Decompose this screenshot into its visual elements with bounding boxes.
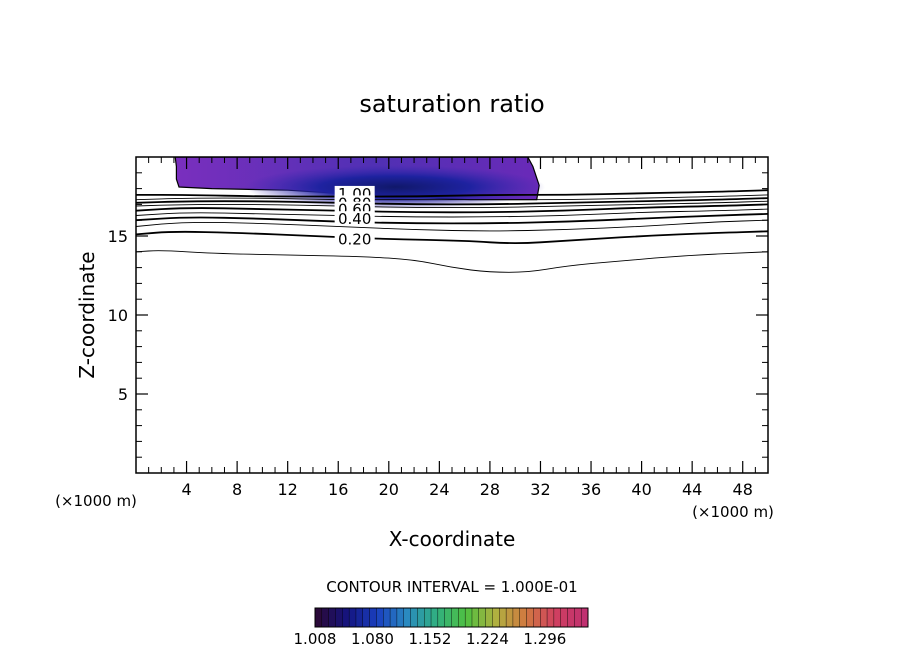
contour-line-0.7: [136, 200, 768, 209]
colorbar-cell: [478, 607, 487, 628]
contour-interval-label: CONTOUR INTERVAL = 1.000E-01: [326, 578, 577, 596]
y-axis-label: Z-coordinate: [75, 251, 99, 378]
colorbar-cell: [396, 607, 405, 628]
colorbar-cell: [574, 607, 582, 628]
colorbar-frame: [314, 607, 589, 628]
x-unit-left: (×1000 m): [55, 492, 137, 510]
colorbar-cell: [451, 607, 459, 628]
contour-label-bg: [334, 211, 375, 226]
y-tick-label: 10: [108, 306, 128, 325]
colorbar-cell: [362, 607, 371, 628]
colorbar-cell: [560, 607, 569, 628]
colorbar-cell: [417, 607, 425, 628]
y-tick-label: 15: [108, 227, 128, 246]
chart-title: saturation ratio: [359, 90, 544, 118]
supersaturation-core: [245, 165, 546, 210]
colorbar-cell: [342, 607, 350, 628]
plot-area: 1.000.800.600.400.20 4812162024283236404…: [108, 156, 769, 499]
colorbar-cell: [383, 607, 391, 628]
contour-line-0.9: [136, 194, 768, 201]
colorbar-label: 1.224: [466, 630, 509, 648]
contour-line-0.8: [136, 197, 768, 206]
colorbar-cell: [389, 607, 398, 628]
x-tick-label: 16: [328, 480, 348, 499]
x-tick-label: 44: [682, 480, 702, 499]
x-tick-label: 36: [581, 480, 601, 499]
x-tick-label: 20: [379, 480, 399, 499]
contour-line-0.1: [136, 250, 768, 273]
colorbar-labels: 1.008 1.080 1.152 1.224 1.296: [294, 630, 567, 648]
contour-line-0.6: [136, 203, 768, 214]
colorbar-cell: [348, 607, 357, 628]
colorbar-cell: [458, 607, 466, 628]
x-tick-label: 24: [429, 480, 449, 499]
x-tick-label: 32: [530, 480, 550, 499]
contour-labels: 1.000.800.600.400.20: [334, 185, 375, 249]
contour-line-1: [136, 189, 768, 198]
colorbar-cell: [314, 607, 323, 628]
colorbar-cell: [464, 607, 473, 628]
colorbar-cell: [369, 607, 377, 628]
colorbar-cells: [314, 607, 589, 628]
minor-ticks: [136, 157, 768, 473]
x-tick-label: 28: [480, 480, 500, 499]
colorbar-cell: [376, 607, 384, 628]
colorbar-cell: [430, 607, 439, 628]
contour-label: 0.20: [338, 231, 371, 249]
colorbar-cell: [492, 607, 500, 628]
colorbar-cell: [410, 607, 418, 628]
colorbar-cell: [546, 607, 555, 628]
colorbar: 1.008 1.080 1.152 1.224 1.296: [294, 607, 589, 648]
colorbar-cell: [335, 607, 343, 628]
colorbar-label: 1.152: [408, 630, 451, 648]
colorbar-label: 1.296: [523, 630, 566, 648]
colorbar-cell: [471, 607, 480, 628]
y-axis-ticks: 5 10 15: [108, 227, 768, 404]
colorbar-label: 1.080: [351, 630, 394, 648]
filled-region: [174, 157, 546, 210]
x-tick-label: 40: [631, 480, 651, 499]
colorbar-cell: [519, 607, 528, 628]
colorbar-cell: [512, 607, 521, 628]
x-unit-right: (×1000 m): [692, 503, 774, 521]
colorbar-cell: [526, 607, 534, 628]
x-tick-label: 4: [181, 480, 191, 499]
contour-label-bg: [334, 231, 375, 246]
x-tick-label: 48: [733, 480, 753, 499]
colorbar-cell: [567, 607, 575, 628]
contour-lines: [136, 189, 768, 273]
colorbar-cell: [424, 607, 432, 628]
x-axis-label: X-coordinate: [389, 527, 516, 551]
colorbar-cell: [505, 607, 514, 628]
colorbar-cell: [444, 607, 453, 628]
x-tick-label: 12: [278, 480, 298, 499]
colorbar-cell: [553, 607, 562, 628]
colorbar-cell: [499, 607, 507, 628]
colorbar-cell: [533, 607, 541, 628]
contour-line-0.2: [136, 230, 768, 244]
contour-label: 0.40: [338, 210, 371, 228]
colorbar-cell: [580, 607, 589, 628]
y-tick-label: 5: [118, 385, 128, 404]
contour-line-0.4: [136, 213, 768, 225]
contour-line-0.3: [136, 219, 768, 232]
x-tick-label: 8: [232, 480, 242, 499]
colorbar-cell: [355, 607, 364, 628]
colorbar-cell: [485, 607, 493, 628]
colorbar-cell: [437, 607, 446, 628]
colorbar-cell: [328, 607, 336, 628]
contour-line-0.5: [136, 208, 768, 218]
colorbar-cell: [321, 607, 330, 628]
colorbar-cell: [403, 607, 412, 628]
colorbar-cell: [540, 607, 548, 628]
x-axis-ticks: 4 8 12 16 20 24 28 32 36 40 44 48: [181, 157, 753, 499]
colorbar-label: 1.008: [294, 630, 337, 648]
